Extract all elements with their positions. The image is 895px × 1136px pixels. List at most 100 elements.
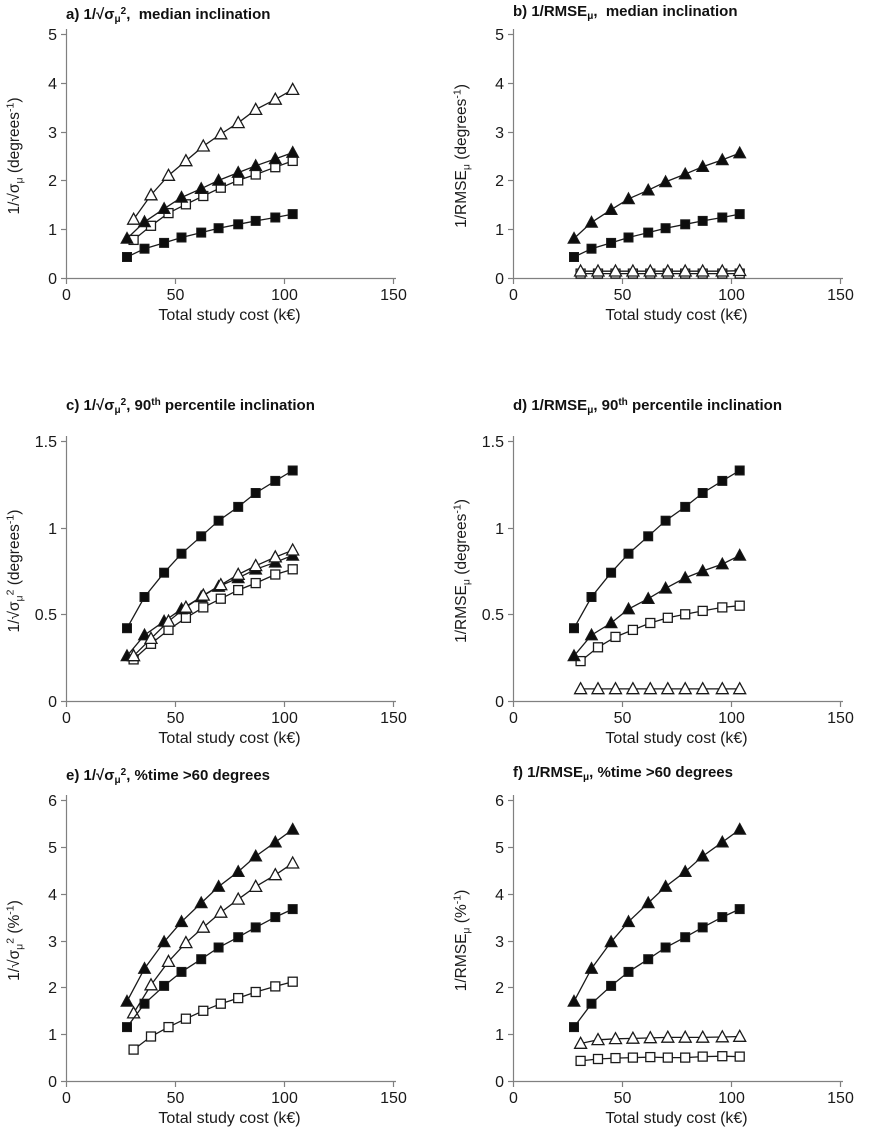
filled-triangle-marker	[231, 165, 246, 178]
x-axis-label: Total study cost (k€)	[158, 730, 300, 747]
x-tick-label: 0	[62, 710, 71, 727]
filled-triangle-marker	[604, 934, 618, 948]
x-tick-label: 150	[827, 710, 854, 727]
filled-triangle-marker	[120, 994, 134, 1007]
series-line-filled-square	[126, 213, 293, 258]
x-tick-label: 0	[509, 710, 518, 727]
open-triangle-marker	[660, 263, 675, 277]
y-tick-label: 4	[495, 887, 504, 904]
filled-triangle-marker	[211, 879, 226, 892]
open-triangle-marker	[643, 1030, 658, 1044]
filled-triangle-marker	[604, 202, 618, 215]
title-text-part: c) 1/√σ	[66, 397, 115, 414]
open-triangle-marker	[178, 935, 193, 949]
series-line-filled-square	[126, 469, 294, 629]
filled-triangle-marker	[584, 215, 599, 228]
series-markers-open-triangle	[126, 542, 300, 662]
x-tick-label: 150	[380, 1090, 407, 1107]
x-tick-label: 50	[614, 1090, 632, 1107]
y-tick-label: 1.5	[35, 434, 57, 451]
open-triangle-marker	[231, 891, 246, 905]
filled-triangle-marker	[732, 822, 747, 835]
filled-triangle-marker	[678, 166, 693, 180]
x-tick-label: 50	[167, 1090, 185, 1107]
filled-square-marker	[233, 219, 244, 230]
open-triangle-marker	[625, 681, 640, 695]
open-square-marker	[215, 593, 226, 604]
filled-square-marker	[680, 219, 691, 230]
filled-square-marker	[287, 209, 298, 220]
filled-square-marker	[717, 212, 728, 223]
open-triangle-marker	[695, 1029, 710, 1043]
open-square-marker	[233, 584, 244, 596]
open-square-marker	[680, 609, 691, 620]
series-line-filled-triangle	[573, 152, 740, 239]
y-tick-label: 1	[495, 521, 504, 538]
series-line-open-square	[133, 160, 293, 241]
y-tick-label: 0.5	[482, 607, 504, 624]
filled-square-marker	[196, 531, 207, 542]
series-markers-filled-square	[569, 465, 745, 634]
x-tick-label: 100	[271, 287, 298, 304]
filled-square-marker	[606, 237, 617, 248]
open-triangle-marker	[196, 587, 211, 601]
panel-title-b: b) 1/RMSEμ, median inclination	[447, 2, 895, 22]
filled-square-marker	[660, 515, 671, 526]
open-square-marker	[717, 1051, 728, 1062]
title-text-part: a) 1/√σ	[66, 6, 115, 23]
filled-square-marker	[233, 932, 244, 943]
series-line-filled-triangle	[573, 828, 741, 1002]
filled-square-marker	[287, 465, 298, 476]
panel-title-c: c) 1/√σμ2, 90th percentile inclination	[0, 393, 447, 416]
filled-triangle-marker	[268, 834, 283, 848]
panel-title-a: a) 1/√σμ2, median inclination	[0, 2, 447, 25]
series-line-open-square	[580, 1055, 740, 1062]
filled-square-marker	[159, 567, 170, 578]
filled-triangle-marker	[157, 934, 171, 948]
open-square-marker	[180, 612, 192, 623]
y-axis-label: 1/√σμ2 (%-1)	[5, 900, 26, 981]
y-tick-label: 2	[495, 173, 504, 190]
filled-square-marker	[159, 237, 170, 248]
open-square-marker	[697, 1051, 708, 1062]
series-markers-open-triangle	[126, 855, 300, 1019]
y-tick-label: 6	[48, 793, 57, 810]
filled-triangle-marker	[194, 181, 209, 194]
filled-square-marker	[606, 567, 617, 578]
filled-square-marker	[623, 548, 634, 559]
filled-square-marker	[569, 623, 579, 634]
filled-square-marker	[643, 531, 654, 542]
filled-triangle-marker	[732, 145, 747, 159]
x-tick-label: 150	[380, 287, 407, 304]
open-triangle-marker	[126, 211, 141, 225]
open-triangle-marker	[643, 681, 658, 695]
filled-square-marker	[122, 252, 132, 262]
open-triangle-marker	[161, 613, 176, 627]
series-line-filled-triangle	[126, 151, 293, 239]
filled-square-marker	[196, 227, 207, 238]
title-text-part: b) 1/RMSE	[513, 3, 588, 20]
x-tick-label: 150	[380, 710, 407, 727]
filled-square-marker	[139, 998, 150, 1009]
x-axis-label: Total study cost (k€)	[605, 307, 747, 324]
series-markers-filled-square	[569, 904, 745, 1033]
filled-square-marker	[213, 515, 224, 526]
filled-square-marker	[643, 954, 654, 965]
y-tick-label: 0	[495, 271, 504, 288]
y-tick-label: 2	[495, 980, 504, 997]
filled-square-marker	[660, 942, 671, 953]
open-square-marker	[215, 998, 226, 1009]
open-triangle-marker	[196, 138, 211, 152]
series-markers-filled-triangle	[120, 822, 300, 1007]
filled-triangle-marker	[567, 648, 581, 662]
open-square-marker	[592, 1053, 604, 1065]
title-text-part: , %time >60 degrees	[126, 767, 271, 784]
panel-chart-f: 0 1 2 3 4 5 6 0 50 100 150 Total study cost (k€) 1/R…	[452, 793, 854, 1127]
y-tick-label: 0	[48, 694, 57, 711]
open-triangle-marker	[590, 1032, 606, 1046]
filled-triangle-marker	[584, 961, 599, 974]
series-line-open-triangle	[133, 862, 294, 1014]
filled-triangle-marker	[695, 848, 710, 862]
filled-triangle-marker	[658, 174, 673, 188]
